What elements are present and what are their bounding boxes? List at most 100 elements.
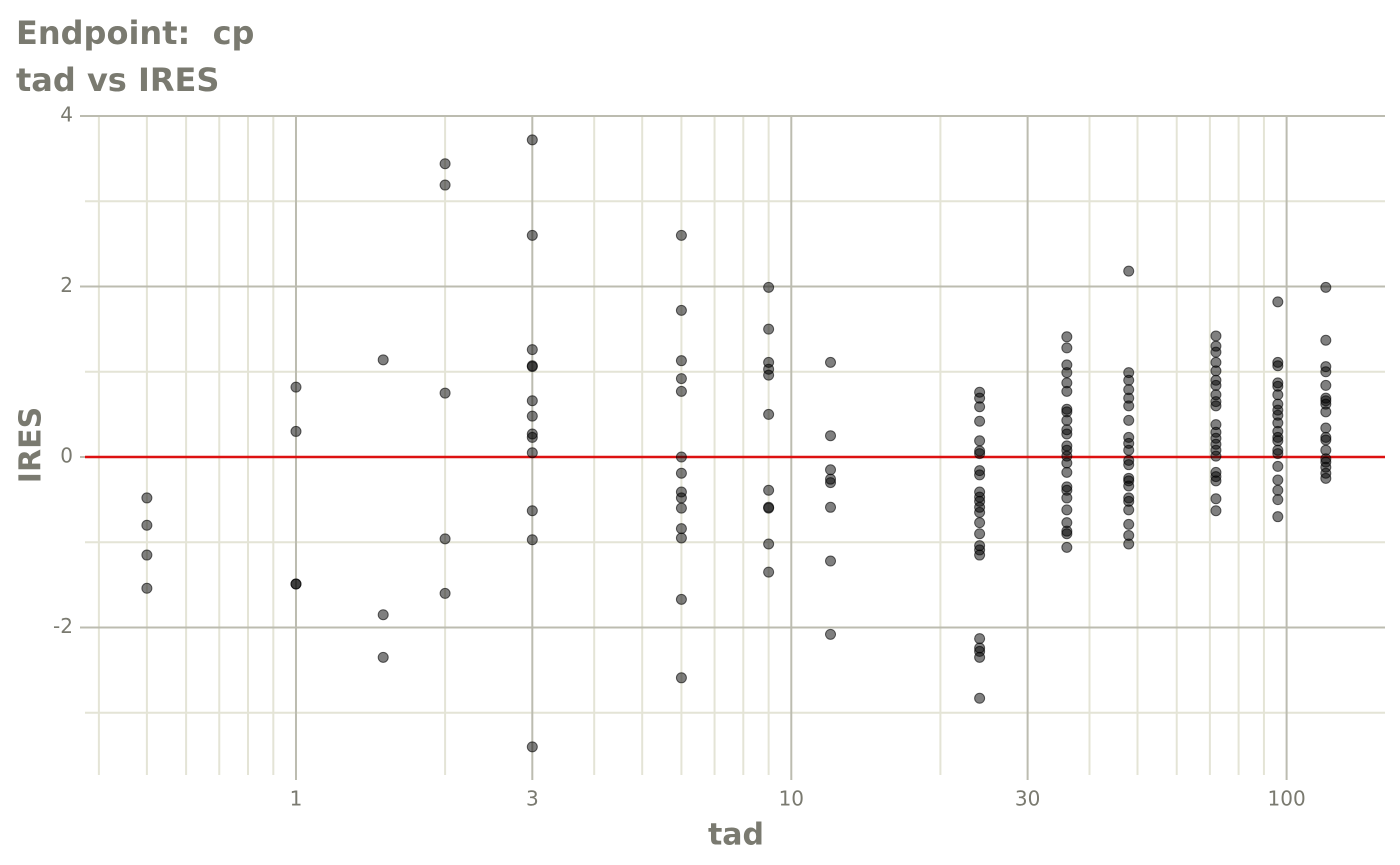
point	[1320, 334, 1332, 346]
point	[290, 425, 302, 437]
x-tick-label: 100	[1268, 787, 1306, 811]
point	[675, 532, 687, 544]
point	[526, 344, 538, 356]
point	[825, 501, 837, 513]
point	[974, 528, 986, 540]
point	[1272, 389, 1284, 401]
point	[1210, 505, 1222, 517]
point	[526, 395, 538, 407]
point	[1123, 400, 1135, 412]
point	[1123, 374, 1135, 386]
point	[1061, 385, 1073, 397]
x-tick-label: 1	[290, 787, 303, 811]
point	[1123, 444, 1135, 456]
point	[526, 229, 538, 241]
point	[1272, 474, 1284, 486]
point	[1210, 330, 1222, 342]
point	[526, 741, 538, 753]
point	[675, 385, 687, 397]
point	[825, 628, 837, 640]
x-tick-label: 30	[1015, 787, 1040, 811]
point	[1272, 360, 1284, 372]
point	[439, 158, 451, 170]
point	[974, 692, 986, 704]
point	[675, 355, 687, 367]
point	[1061, 342, 1073, 354]
point	[526, 410, 538, 422]
point	[1272, 511, 1284, 523]
point	[763, 281, 775, 293]
point	[1061, 414, 1073, 426]
point	[439, 587, 451, 599]
point	[1061, 466, 1073, 478]
chart-title: Endpoint: cp	[16, 14, 254, 52]
point	[290, 381, 302, 393]
point	[1272, 448, 1284, 460]
y-tick-label: 4	[60, 103, 73, 127]
y-tick-label: -2	[53, 614, 73, 638]
point	[1061, 457, 1073, 469]
point	[1123, 459, 1135, 471]
point	[526, 447, 538, 459]
point	[1061, 541, 1073, 553]
y-axis-title: IRES	[14, 407, 49, 483]
point	[1123, 265, 1135, 277]
point	[1272, 484, 1284, 496]
point	[1210, 475, 1222, 487]
point	[141, 549, 153, 561]
point	[290, 578, 302, 590]
point	[763, 369, 775, 381]
x-tick-label: 10	[779, 787, 804, 811]
point	[1210, 379, 1222, 391]
point	[675, 304, 687, 316]
point	[675, 593, 687, 605]
point	[825, 356, 837, 368]
point	[763, 484, 775, 496]
point	[1320, 422, 1332, 434]
point	[763, 323, 775, 335]
point	[763, 502, 775, 514]
point	[763, 538, 775, 550]
point	[1210, 493, 1222, 505]
point	[1123, 518, 1135, 530]
point	[974, 651, 986, 663]
point	[825, 555, 837, 567]
point	[439, 387, 451, 399]
point	[1123, 480, 1135, 492]
point	[526, 134, 538, 146]
point	[974, 633, 986, 645]
point	[974, 506, 986, 518]
point	[1320, 434, 1332, 446]
point	[1123, 538, 1135, 550]
point	[675, 492, 687, 504]
point	[825, 464, 837, 476]
y-tick-label: 0	[60, 444, 73, 468]
point	[974, 435, 986, 447]
point	[974, 401, 986, 413]
point	[1061, 504, 1073, 516]
point	[675, 451, 687, 463]
point	[675, 672, 687, 684]
point	[1123, 504, 1135, 516]
point	[1210, 365, 1222, 377]
point	[1061, 528, 1073, 540]
point	[526, 431, 538, 443]
point	[974, 517, 986, 529]
point	[141, 582, 153, 594]
point	[974, 469, 986, 481]
point	[1123, 414, 1135, 426]
point	[1272, 494, 1284, 506]
point	[439, 533, 451, 545]
point	[1272, 296, 1284, 308]
point	[1320, 281, 1332, 293]
point	[1272, 435, 1284, 447]
point	[675, 502, 687, 514]
x-axis-title: tad	[708, 818, 764, 853]
x-tick-label: 3	[526, 787, 539, 811]
point	[377, 609, 389, 621]
point	[526, 505, 538, 517]
point	[1320, 472, 1332, 484]
point	[1210, 400, 1222, 412]
point	[377, 354, 389, 366]
